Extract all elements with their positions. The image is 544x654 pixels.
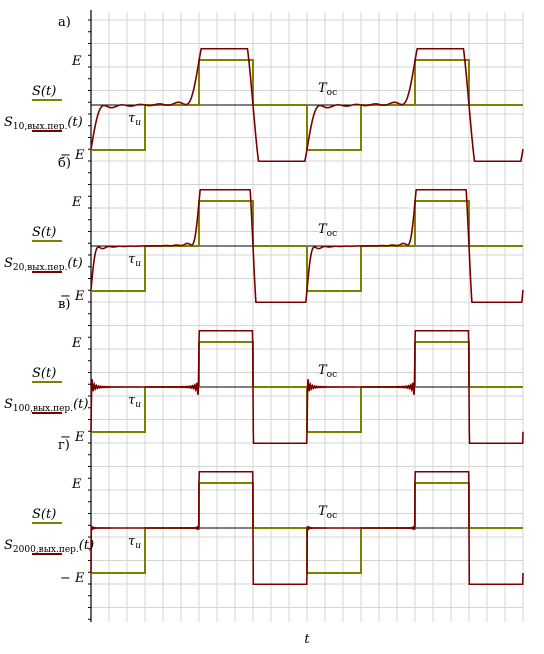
panel-letter: г) <box>58 438 70 453</box>
y-tick-label: E <box>71 195 82 210</box>
tau-annotation: τu <box>128 252 141 269</box>
tau-annotation: τu <box>128 111 141 128</box>
period-annotation: Tос <box>318 81 337 98</box>
panel-3: в) E − E S(t) S100,вых.пер.(t) τu Tос <box>4 297 524 445</box>
y-tick-label: − E <box>60 148 85 163</box>
response-series-line <box>90 470 524 586</box>
tau-annotation: τu <box>128 393 141 410</box>
period-annotation: Tос <box>318 222 337 239</box>
panel-1: а) E − E S(t) S10,вых.пер.(t) τu Tос <box>4 15 524 163</box>
tau-annotation: τu <box>128 534 141 551</box>
y-tick-label: E <box>71 54 82 69</box>
panel-4: г) E − E S(t) S2000,вых.пер.(t) τu Tос <box>4 438 524 586</box>
y-tick-label: − E <box>60 571 85 586</box>
y-tick-label: E <box>71 477 82 492</box>
legend-label-reference: S(t) <box>32 507 56 522</box>
period-annotation: Tос <box>318 504 337 521</box>
panel-2: б) E − E S(t) S20,вых.пер.(t) τu Tос <box>4 156 524 304</box>
legend-label-reference: S(t) <box>32 366 56 381</box>
y-tick-label: − E <box>60 289 85 304</box>
response-series-line <box>90 47 524 163</box>
grid <box>88 10 524 622</box>
legend-label-response: S2000,вых.пер.(t) <box>4 538 94 555</box>
y-tick-label: E <box>71 336 82 351</box>
response-series-line <box>90 188 524 304</box>
period-annotation: Tос <box>318 363 337 380</box>
legend-label-response: S10,вых.пер.(t) <box>4 115 83 132</box>
legend-label-response: S20,вых.пер.(t) <box>4 256 83 273</box>
panels: а) E − E S(t) S10,вых.пер.(t) τu Tос б) E − E S(t)… <box>4 15 524 586</box>
legend-label-reference: S(t) <box>32 84 56 99</box>
x-axis-label: t <box>304 632 310 647</box>
panel-letter: а) <box>58 15 71 30</box>
y-tick-label: − E <box>60 430 85 445</box>
response-series-line <box>90 329 524 445</box>
legend-label-response: S100,вых.пер.(t) <box>4 397 88 414</box>
panel-letter: б) <box>58 156 71 171</box>
legend-label-reference: S(t) <box>32 225 56 240</box>
panel-letter: в) <box>58 297 70 312</box>
